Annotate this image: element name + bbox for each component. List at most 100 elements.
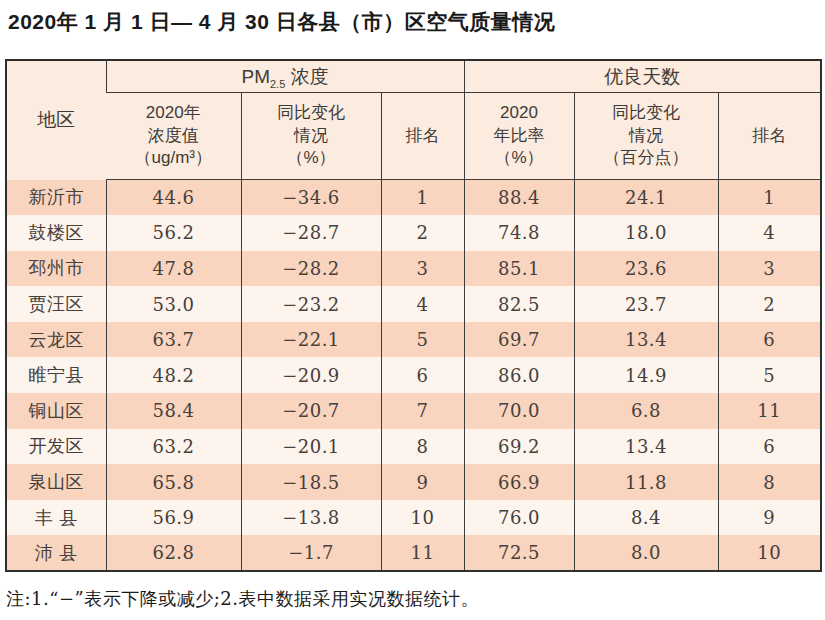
region-cell: 鼓楼区 [6, 215, 106, 251]
value-cell: 5 [718, 357, 821, 393]
region-cell: 铜山区 [6, 393, 106, 429]
value-cell: 6 [718, 429, 821, 465]
air-quality-table: 地区 PM2.5 浓度 优良天数 2020年 浓度值 （ug/m³） 同比变化 … [5, 59, 822, 572]
region-cell: 新沂市 [6, 180, 106, 216]
value-cell: 10 [381, 500, 464, 536]
region-cell: 贾汪区 [6, 286, 106, 322]
table-body: 新沂市44.6−34.6188.424.11鼓楼区56.2−28.7274.81… [6, 180, 821, 572]
table-row: 贾汪区53.0−23.2482.523.72 [6, 286, 821, 322]
value-cell: 48.2 [106, 357, 241, 393]
value-cell: 14.9 [574, 357, 718, 393]
value-cell: 62.8 [106, 535, 241, 571]
value-cell: 85.1 [464, 251, 574, 287]
value-cell: −20.1 [241, 429, 381, 465]
column-group-pm25: PM2.5 浓度 [106, 60, 464, 93]
value-cell: 88.4 [464, 180, 574, 216]
value-cell: 1 [718, 180, 821, 216]
table-row: 邳州市47.8−28.2385.123.63 [6, 251, 821, 287]
table-row: 睢宁县48.2−20.9686.014.95 [6, 357, 821, 393]
value-cell: 58.4 [106, 393, 241, 429]
table-row: 鼓楼区56.2−28.7274.818.04 [6, 215, 821, 251]
value-cell: 66.9 [464, 464, 574, 500]
value-cell: 65.8 [106, 464, 241, 500]
value-cell: 2 [718, 286, 821, 322]
value-cell: 47.8 [106, 251, 241, 287]
table-row: 开发区63.2−20.1869.213.46 [6, 429, 821, 465]
table-row: 泉山区65.8−18.5966.911.88 [6, 464, 821, 500]
value-cell: 8 [718, 464, 821, 500]
value-cell: 53.0 [106, 286, 241, 322]
column-header-pm25-change: 同比变化 情况 （%） [241, 93, 381, 180]
value-cell: 13.4 [574, 429, 718, 465]
table-row: 沛 县62.8−1.71172.58.010 [6, 535, 821, 571]
value-cell: 72.5 [464, 535, 574, 571]
value-cell: −20.7 [241, 393, 381, 429]
value-cell: 56.2 [106, 215, 241, 251]
region-cell: 开发区 [6, 429, 106, 465]
value-cell: 8.0 [574, 535, 718, 571]
value-cell: 24.1 [574, 180, 718, 216]
value-cell: −1.7 [241, 535, 381, 571]
value-cell: 5 [381, 322, 464, 358]
column-header-pm25-rank: 排名 [381, 93, 464, 180]
value-cell: −34.6 [241, 180, 381, 216]
value-cell: 3 [381, 251, 464, 287]
value-cell: 74.8 [464, 215, 574, 251]
value-cell: 76.0 [464, 500, 574, 536]
footnote: 注:1.“−”表示下降或减少;2.表中数据采用实况数据统计。 [6, 587, 825, 611]
table-header: 地区 PM2.5 浓度 优良天数 2020年 浓度值 （ug/m³） 同比变化 … [6, 60, 821, 180]
region-cell: 邳州市 [6, 251, 106, 287]
value-cell: 11.8 [574, 464, 718, 500]
value-cell: 4 [381, 286, 464, 322]
value-cell: 6.8 [574, 393, 718, 429]
column-header-region: 地区 [6, 60, 106, 180]
value-cell: 82.5 [464, 286, 574, 322]
value-cell: −13.8 [241, 500, 381, 536]
value-cell: 69.7 [464, 322, 574, 358]
table-row: 云龙区63.7−22.1569.713.46 [6, 322, 821, 358]
pm25-subscript: 2.5 [270, 77, 285, 89]
pm25-label-prefix: PM [241, 66, 270, 87]
value-cell: 63.7 [106, 322, 241, 358]
value-cell: 6 [718, 322, 821, 358]
value-cell: 86.0 [464, 357, 574, 393]
value-cell: 56.9 [106, 500, 241, 536]
value-cell: 23.6 [574, 251, 718, 287]
region-cell: 沛 县 [6, 535, 106, 571]
column-header-pm25-value: 2020年 浓度值 （ug/m³） [106, 93, 241, 180]
column-header-ratio-rank: 排名 [718, 93, 821, 180]
value-cell: 23.7 [574, 286, 718, 322]
region-cell: 睢宁县 [6, 357, 106, 393]
value-cell: 8 [381, 429, 464, 465]
column-group-good-days: 优良天数 [464, 60, 821, 93]
value-cell: 2 [381, 215, 464, 251]
table-row: 铜山区58.4−20.7770.06.811 [6, 393, 821, 429]
value-cell: 70.0 [464, 393, 574, 429]
table-row: 新沂市44.6−34.6188.424.11 [6, 180, 821, 216]
value-cell: 9 [718, 500, 821, 536]
value-cell: 1 [381, 180, 464, 216]
value-cell: −18.5 [241, 464, 381, 500]
value-cell: 63.2 [106, 429, 241, 465]
region-cell: 丰 县 [6, 500, 106, 536]
value-cell: −20.9 [241, 357, 381, 393]
table-row: 丰 县56.9−13.81076.08.49 [6, 500, 821, 536]
value-cell: 10 [718, 535, 821, 571]
region-cell: 泉山区 [6, 464, 106, 500]
value-cell: 6 [381, 357, 464, 393]
page-title: 2020年 1 月 1 日— 4 月 30 日各县（市）区空气质量情况 [8, 8, 825, 36]
column-header-ratio: 2020 年比率 （%） [464, 93, 574, 180]
value-cell: 69.2 [464, 429, 574, 465]
value-cell: −28.2 [241, 251, 381, 287]
value-cell: 8.4 [574, 500, 718, 536]
pm25-label-suffix: 浓度 [285, 66, 328, 87]
column-header-ratio-change: 同比变化 情况 （百分点） [574, 93, 718, 180]
value-cell: 7 [381, 393, 464, 429]
value-cell: 13.4 [574, 322, 718, 358]
value-cell: 11 [718, 393, 821, 429]
value-cell: 11 [381, 535, 464, 571]
value-cell: −28.7 [241, 215, 381, 251]
value-cell: 3 [718, 251, 821, 287]
region-cell: 云龙区 [6, 322, 106, 358]
value-cell: −22.1 [241, 322, 381, 358]
